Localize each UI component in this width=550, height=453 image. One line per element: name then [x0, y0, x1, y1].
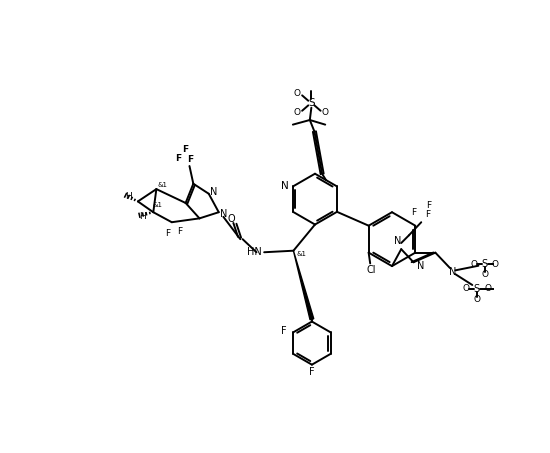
Text: F: F	[426, 201, 432, 210]
Text: S: S	[308, 98, 315, 108]
Text: O: O	[463, 284, 470, 294]
Text: O: O	[484, 284, 491, 294]
Text: F: F	[177, 227, 182, 236]
Text: F: F	[425, 210, 430, 219]
Text: O: O	[481, 270, 488, 280]
Text: F: F	[187, 155, 193, 164]
Text: F: F	[166, 228, 170, 237]
Text: F: F	[411, 208, 416, 217]
Text: &1: &1	[157, 182, 168, 188]
Text: N: N	[417, 261, 424, 271]
Text: O: O	[474, 295, 480, 304]
Text: &1: &1	[152, 202, 162, 207]
Text: HN: HN	[247, 247, 262, 257]
Text: Cl: Cl	[367, 265, 377, 275]
Text: F: F	[183, 145, 189, 154]
Text: O: O	[294, 89, 301, 98]
Text: O: O	[227, 214, 235, 224]
Text: F: F	[175, 154, 181, 163]
Text: O: O	[294, 108, 301, 117]
Text: N: N	[211, 187, 218, 197]
Text: O: O	[322, 108, 329, 117]
Text: H: H	[125, 193, 132, 201]
Polygon shape	[294, 251, 313, 320]
Text: &1: &1	[296, 251, 306, 257]
Text: N: N	[394, 236, 402, 246]
Text: F: F	[281, 326, 287, 336]
Text: S: S	[474, 284, 480, 294]
Text: O: O	[492, 260, 499, 269]
Text: F: F	[309, 367, 315, 377]
Text: S: S	[482, 259, 488, 269]
Text: O: O	[470, 260, 477, 269]
Text: H: H	[139, 212, 146, 221]
Text: N: N	[449, 267, 456, 277]
Text: N: N	[282, 181, 289, 192]
Text: N: N	[221, 209, 228, 219]
